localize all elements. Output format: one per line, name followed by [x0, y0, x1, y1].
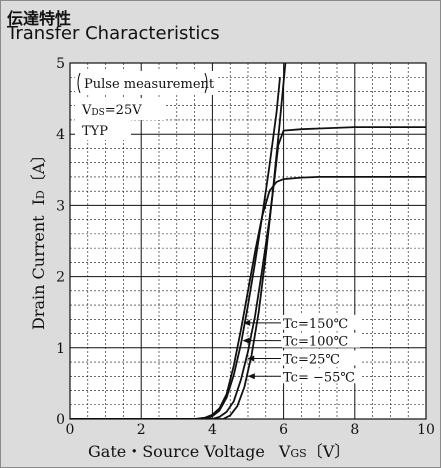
- series-label-bg: [282, 350, 360, 366]
- series-arrowhead: [242, 337, 250, 344]
- series-arrowhead: [247, 373, 255, 380]
- x-tick-label: 10: [417, 422, 435, 438]
- minor-grid: [70, 63, 426, 419]
- y-axis-label: Drain CurrentID〔A〕: [29, 147, 48, 330]
- title-english: Transfer Characteristics: [7, 23, 220, 44]
- title-japanese: 伝達特性: [7, 9, 72, 28]
- x-tick-label: 2: [137, 422, 146, 438]
- series-line-2: [70, 126, 426, 419]
- x-tick-label: 4: [208, 422, 217, 438]
- x-axis-label: Gate・Source Voltage VGS〔V〕: [88, 442, 350, 461]
- y-tick-label: 5: [56, 56, 65, 72]
- pulse-bracket-left: [77, 72, 81, 94]
- y-tick-label: 3: [56, 198, 65, 214]
- series-label-0: Tc=150℃: [283, 317, 348, 332]
- series-label-bg: [282, 332, 360, 348]
- series-label-bg: [282, 314, 360, 330]
- y-tick-label: 0: [56, 412, 65, 428]
- series-label-3: Tc= −55℃: [283, 370, 355, 385]
- series-arrowhead: [243, 319, 251, 326]
- vds-bg: [75, 98, 165, 120]
- series-arrowhead: [247, 355, 255, 362]
- series-line-0: [70, 175, 426, 419]
- series-label-bg: [282, 368, 360, 384]
- x-tick-label: 6: [279, 422, 288, 438]
- series-line-3: [70, 63, 287, 419]
- y-tick-label: 4: [56, 127, 65, 143]
- series-line-1: [70, 77, 281, 419]
- vds-label: VDS=25V: [81, 103, 142, 118]
- y-tick-label: 2: [56, 270, 65, 286]
- pulse-measurement-label: Pulse measurement: [84, 77, 215, 92]
- typ-label: TYP: [82, 124, 108, 139]
- tick-labels: 0 2 4 6 8 10 0 1 2 3 4 5: [56, 56, 435, 438]
- series-labels: Tc=150℃ Tc=100℃ Tc=25℃ Tc= −55℃: [242, 314, 360, 385]
- typ-bg: [75, 120, 131, 140]
- x-tick-label: 0: [66, 422, 75, 438]
- plot-border: [69, 62, 427, 420]
- y-tick-label: 1: [56, 341, 65, 357]
- series-label-2: Tc=25℃: [283, 352, 340, 367]
- pulse-box-bg: [75, 71, 217, 95]
- pulse-bracket-right: [204, 72, 208, 94]
- x-tick-label: 8: [350, 422, 359, 438]
- series-lines: [70, 63, 426, 419]
- series-label-1: Tc=100℃: [283, 335, 348, 350]
